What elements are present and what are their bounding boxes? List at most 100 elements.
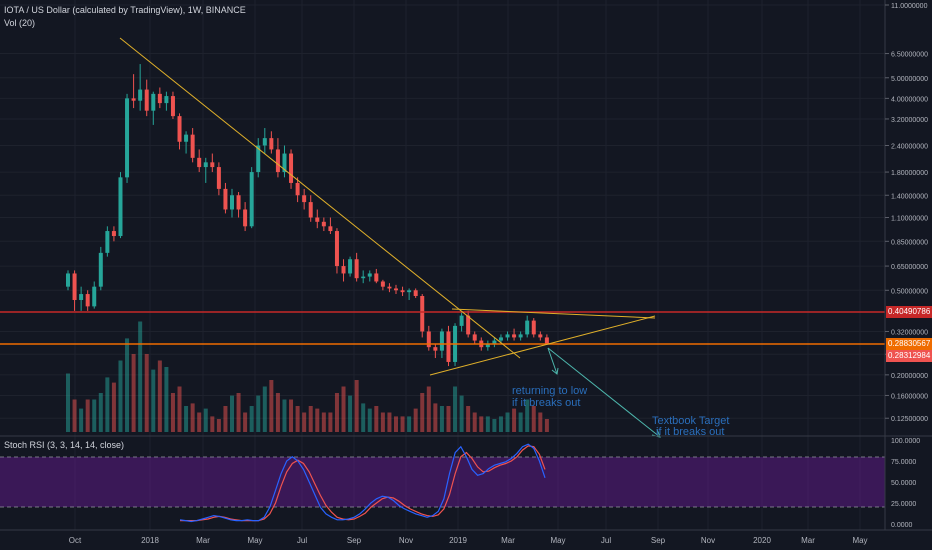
candle-body [282, 153, 287, 173]
volume-bar [249, 406, 254, 432]
candle-body [308, 202, 313, 218]
volume-bar [262, 386, 267, 432]
annotation-returning-line1: returning to low [512, 385, 587, 397]
volume-bar [413, 408, 418, 432]
candle-body [407, 290, 412, 293]
candle-body [118, 177, 123, 237]
candle-body [190, 134, 195, 158]
candle-body [295, 182, 300, 196]
price-candles [66, 64, 549, 367]
price-axis-label: 2.40000000 [891, 144, 928, 151]
volume-bar [243, 412, 248, 432]
volume-bar [459, 395, 464, 432]
volume-bar [184, 406, 189, 432]
triangle-lower-line[interactable] [429, 315, 656, 376]
volume-bar [118, 360, 123, 432]
price-axis-label: 0.16000000 [891, 393, 928, 400]
volume-bar [400, 416, 405, 432]
volume-bar [315, 408, 320, 432]
volume-bar [407, 416, 412, 432]
volume-bar [230, 395, 234, 432]
candle-body [538, 334, 543, 338]
time-axis-label: 2019 [449, 536, 467, 545]
triangle-upper-line[interactable] [451, 308, 656, 319]
volume-bar [72, 399, 77, 432]
candle-body [243, 209, 248, 227]
volume-bar [512, 408, 517, 432]
candle-body [400, 290, 405, 293]
volume-bar [334, 393, 339, 432]
volume-bar [289, 399, 294, 432]
price-tag-support: 0.28830567 [886, 338, 932, 350]
candle-body [446, 331, 451, 362]
volume-bar [170, 393, 175, 432]
volume-bar [525, 399, 530, 432]
candle-body [275, 149, 280, 173]
volume-bar [472, 412, 477, 432]
volume-bar [131, 354, 136, 432]
volume-bar [105, 377, 110, 432]
target-arrow [547, 347, 661, 438]
candle-body [328, 226, 333, 232]
candle-body [184, 134, 189, 142]
volume-bar [151, 369, 156, 432]
time-axis-label: Mar [196, 536, 210, 545]
volume-bar [269, 380, 274, 432]
volume-bar [275, 393, 280, 432]
candle-body [144, 89, 149, 111]
volume-bar [367, 408, 372, 432]
symbol-title[interactable]: IOTA / US Dollar (calculated by TradingV… [4, 5, 246, 15]
candle-body [157, 93, 162, 104]
price-axis-label: 0.20000000 [891, 373, 928, 380]
candle-body [164, 96, 169, 104]
volume-bar [216, 419, 221, 432]
price-axis-label: 1.10000000 [891, 216, 928, 223]
volume-bar [138, 321, 143, 432]
time-axis-label: Sep [651, 536, 666, 545]
time-axis-label: May [550, 536, 565, 545]
candle-body [66, 273, 70, 287]
candle-body [498, 337, 503, 341]
candle-body [459, 315, 464, 326]
volume-bar [354, 380, 359, 432]
volume-bar [210, 416, 215, 432]
volume-bar [544, 419, 549, 432]
time-axis-label: May [852, 536, 867, 545]
volume-bar [492, 419, 497, 432]
price-axis-label: 0.12500000 [891, 416, 928, 423]
candle-body [367, 273, 372, 277]
candle-body [210, 162, 215, 168]
stoch-legend[interactable]: Stoch RSI (3, 3, 14, 14, close) [4, 440, 125, 450]
price-tag-resistance: 0.40490786 [886, 306, 932, 318]
candle-body [236, 195, 241, 210]
candle-body [354, 259, 359, 279]
candle-body [492, 340, 497, 344]
volume-bar [531, 406, 536, 432]
volume-bar [282, 399, 287, 432]
candle-body [341, 266, 346, 274]
volume-bar [111, 382, 116, 432]
price-axis-label: 3.20000000 [891, 117, 928, 124]
volume-legend[interactable]: Vol (20) [4, 18, 36, 28]
candle-body [334, 231, 339, 267]
volume-bar [203, 408, 208, 432]
volume-bar [348, 395, 353, 432]
candle-body [111, 231, 116, 237]
time-axis[interactable]: Oct 2018 Mar May Jul Sep Nov 2019 Mar May Jul Sep No… [69, 536, 868, 545]
candle-body [98, 252, 103, 287]
volume-bar [295, 406, 300, 432]
candle-body [374, 273, 379, 282]
candle-body [249, 172, 254, 227]
descending-trendline[interactable] [119, 37, 521, 359]
candle-body [105, 231, 110, 253]
stoch-axis[interactable]: 100.0000 75.0000 50.0000 25.0000 0.0000 [891, 438, 920, 529]
volume-bar [485, 416, 490, 432]
stoch-axis-label: 75.0000 [891, 459, 916, 466]
volume-bar [164, 367, 169, 432]
price-axis-label: 5.00000000 [891, 76, 928, 83]
candle-body [433, 347, 438, 351]
volume-bar [446, 406, 451, 432]
volume-bar [92, 399, 97, 432]
volume-bar [394, 416, 398, 432]
